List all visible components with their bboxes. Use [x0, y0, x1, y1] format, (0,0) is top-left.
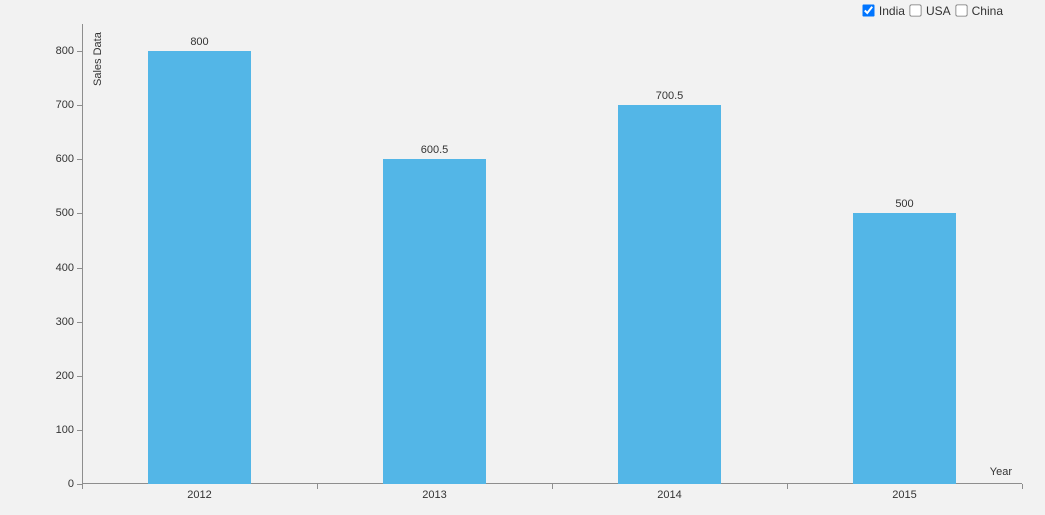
y-tick-label: 800 [56, 45, 74, 57]
y-tick-label: 700 [56, 99, 74, 111]
legend-item-usa[interactable]: USA [909, 4, 951, 18]
x-axis-title: Year [990, 466, 1012, 478]
x-tick-mark [317, 484, 318, 489]
x-tick-label: 2014 [657, 489, 681, 501]
x-tick-mark [787, 484, 788, 489]
x-tick-label: 2013 [422, 489, 446, 501]
y-tick-mark [77, 322, 82, 323]
legend-checkbox-china[interactable] [955, 4, 967, 16]
x-tick-mark [552, 484, 553, 489]
y-tick-label: 0 [68, 478, 74, 490]
y-axis-line [82, 24, 83, 484]
y-tick-label: 400 [56, 262, 74, 274]
bar-value-label: 700.5 [618, 90, 721, 102]
y-tick-label: 500 [56, 207, 74, 219]
y-tick-mark [77, 105, 82, 106]
y-tick-mark [77, 213, 82, 214]
x-tick-mark [1022, 484, 1023, 489]
legend-label-usa: USA [926, 4, 951, 18]
y-tick-mark [77, 430, 82, 431]
x-tick-label: 2012 [187, 489, 211, 501]
bar-value-label: 800 [148, 36, 251, 48]
y-tick-mark [77, 51, 82, 52]
y-tick-label: 200 [56, 370, 74, 382]
bar [853, 213, 956, 484]
legend-checkbox-usa[interactable] [909, 4, 921, 16]
y-tick-mark [77, 376, 82, 377]
legend-item-india[interactable]: India [862, 4, 905, 18]
legend: India USA China [862, 4, 1003, 18]
bar [148, 51, 251, 484]
chart-container: India USA China Sales Data Year 01002003… [0, 0, 1045, 515]
y-tick-label: 300 [56, 316, 74, 328]
plot-area: Sales Data Year 010020030040050060070080… [82, 24, 1022, 484]
bar-value-label: 500 [853, 198, 956, 210]
y-axis-title: Sales Data [92, 32, 104, 86]
bar-value-label: 600.5 [383, 144, 486, 156]
bar [383, 159, 486, 484]
legend-label-china: China [972, 4, 1003, 18]
legend-label-india: India [879, 4, 905, 18]
x-tick-label: 2015 [892, 489, 916, 501]
y-tick-mark [77, 268, 82, 269]
y-tick-label: 600 [56, 153, 74, 165]
legend-checkbox-india[interactable] [862, 4, 874, 16]
y-tick-label: 100 [56, 424, 74, 436]
y-tick-mark [77, 159, 82, 160]
x-tick-mark [82, 484, 83, 489]
legend-item-china[interactable]: China [955, 4, 1003, 18]
bar [618, 105, 721, 484]
